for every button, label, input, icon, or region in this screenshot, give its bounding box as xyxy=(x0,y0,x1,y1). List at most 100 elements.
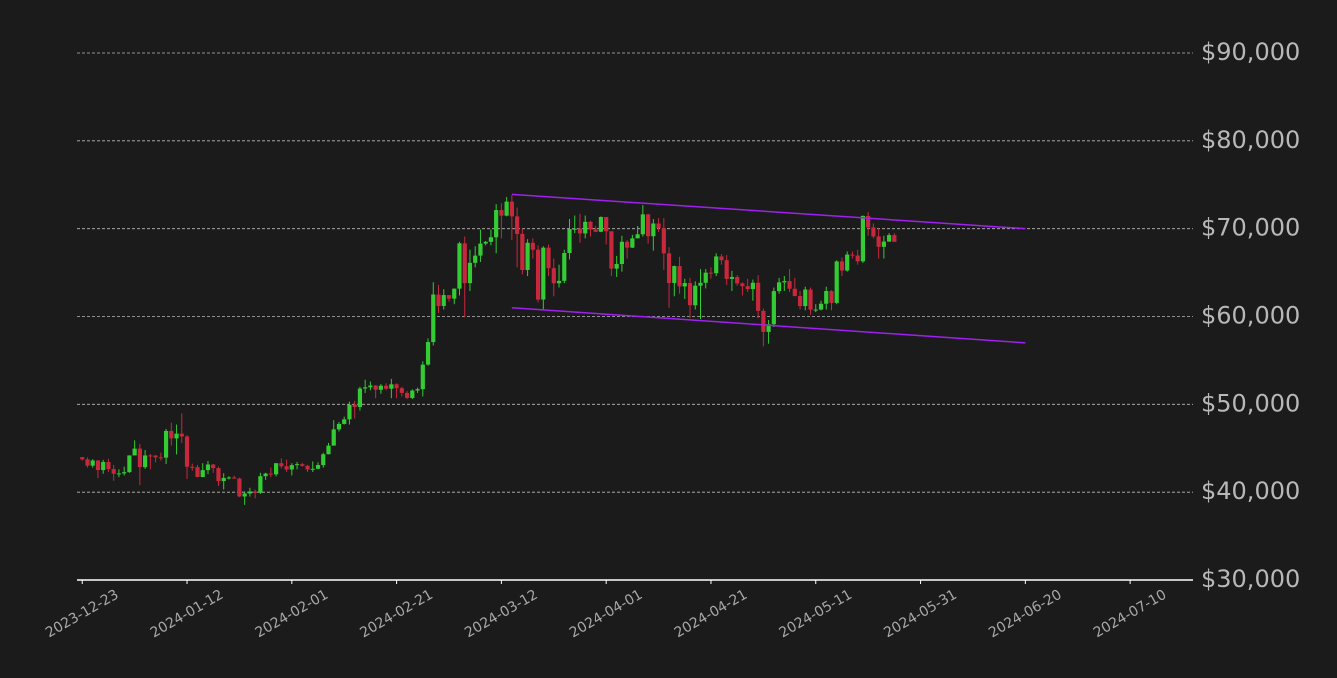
candle-body xyxy=(321,454,326,466)
candle-body xyxy=(143,455,148,468)
candle-body xyxy=(462,243,467,284)
candle-body xyxy=(441,295,446,306)
candle-body xyxy=(687,283,693,306)
candle-body xyxy=(132,448,137,456)
candle-body xyxy=(211,464,216,469)
candle-body xyxy=(446,295,452,299)
candle-body xyxy=(604,216,609,232)
candle-body xyxy=(761,310,766,332)
candle-body xyxy=(452,288,457,299)
candle-body xyxy=(666,253,672,283)
candle-body xyxy=(163,430,169,458)
candle-body xyxy=(389,384,394,389)
candle-body xyxy=(253,491,258,493)
y-tick-label: $80,000 xyxy=(1201,126,1300,154)
candle-body xyxy=(677,266,682,287)
candle-body xyxy=(509,201,514,217)
candle-body xyxy=(693,285,698,306)
candle-body xyxy=(881,241,886,247)
candle-body xyxy=(127,455,132,473)
candle-body xyxy=(640,214,645,235)
candle-body xyxy=(488,237,494,242)
candle-body xyxy=(515,216,520,234)
candle-body xyxy=(829,291,834,303)
candle-body xyxy=(619,241,624,264)
candle-body xyxy=(494,210,499,238)
candle-body xyxy=(876,236,881,247)
candle-body xyxy=(315,465,321,469)
y-tick-label: $90,000 xyxy=(1201,38,1300,66)
candle-body xyxy=(394,384,399,389)
trendline xyxy=(511,193,1026,230)
candle-body xyxy=(420,364,425,390)
candle-body xyxy=(797,296,803,307)
candle-body xyxy=(200,470,205,477)
candle-body xyxy=(834,261,839,303)
candle-body xyxy=(232,477,237,479)
candle-body xyxy=(242,493,247,497)
candle-body xyxy=(373,385,378,390)
candle-body xyxy=(808,289,813,310)
candle-body xyxy=(247,491,252,494)
candle-body xyxy=(735,276,740,284)
candle-body xyxy=(535,249,541,300)
candle-body xyxy=(614,263,619,269)
y-tick-label: $70,000 xyxy=(1201,214,1300,242)
candle-body xyxy=(95,460,101,471)
candle-body xyxy=(845,254,850,271)
candle-body xyxy=(682,283,687,287)
candle-body xyxy=(457,243,462,289)
candle-body xyxy=(635,234,640,239)
candle-body xyxy=(85,459,90,466)
y-tick-label: $50,000 xyxy=(1201,389,1300,417)
candle-body xyxy=(887,235,892,242)
candle-body xyxy=(342,419,347,424)
candle-body xyxy=(646,214,651,237)
candle-body xyxy=(279,463,284,467)
candle-body xyxy=(205,464,211,471)
candle-body xyxy=(169,430,174,439)
candle-body xyxy=(153,455,158,458)
candle-body xyxy=(818,303,824,310)
candle-body xyxy=(274,463,279,475)
candle-body xyxy=(656,223,661,229)
candle-body xyxy=(750,282,755,290)
candle-body xyxy=(630,238,635,248)
candle-body xyxy=(708,272,714,274)
candle-body xyxy=(404,392,410,398)
candle-body xyxy=(593,229,598,232)
candle-body xyxy=(740,283,745,287)
candle-body xyxy=(300,464,305,466)
candle-body xyxy=(651,223,656,237)
candle-body xyxy=(179,433,184,437)
candle-body xyxy=(336,423,342,430)
candle-body xyxy=(294,464,300,466)
candle-body xyxy=(787,281,792,289)
candle-body xyxy=(860,215,866,262)
candle-body xyxy=(363,387,368,389)
candle-body xyxy=(467,262,473,284)
candle-body xyxy=(546,247,551,269)
candle-body xyxy=(572,228,577,230)
candle-body xyxy=(326,445,331,455)
candle-body xyxy=(184,436,190,467)
candle-body xyxy=(766,324,771,332)
candle-body xyxy=(122,472,127,474)
candle-body xyxy=(305,465,310,470)
y-tick-label: $40,000 xyxy=(1201,477,1300,505)
candle-body xyxy=(871,227,876,237)
candle-body xyxy=(588,221,593,230)
candle-body xyxy=(106,461,111,470)
candle-body xyxy=(158,457,163,459)
candle-body xyxy=(237,478,242,497)
trendline xyxy=(511,306,1026,344)
candle-body xyxy=(347,404,352,420)
candle-body xyxy=(111,469,116,474)
candle-body xyxy=(745,286,750,290)
candle-body xyxy=(174,433,179,439)
y-tick-label: $60,000 xyxy=(1201,302,1300,330)
candle-body xyxy=(415,389,420,391)
candle-body xyxy=(378,385,383,390)
candle-body xyxy=(813,309,818,311)
candle-body xyxy=(562,252,567,281)
